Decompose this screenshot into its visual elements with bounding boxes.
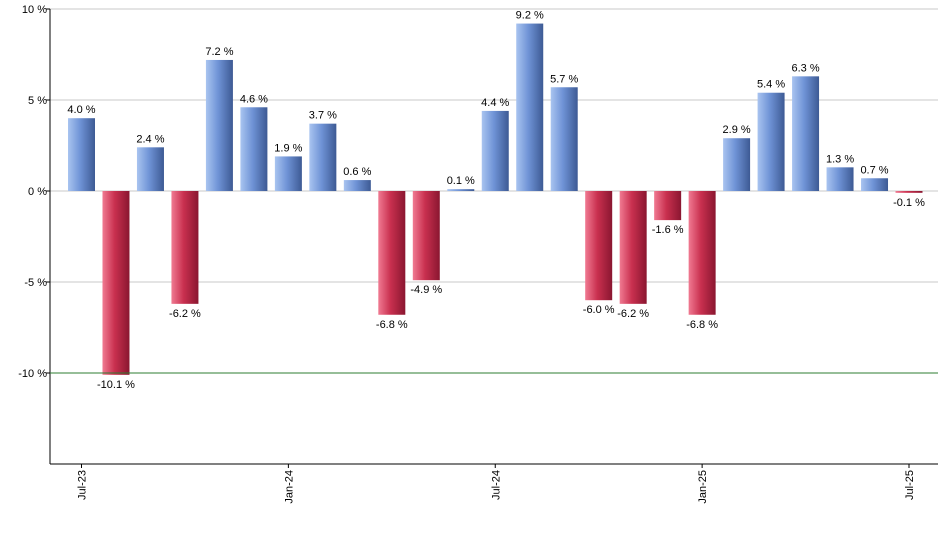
bar [136,147,164,191]
bar [412,191,440,281]
bar [205,59,233,192]
data-label: -10.1 % [97,379,135,391]
x-tick-label: Jul-23 [77,470,89,500]
data-label: -6.8 % [686,319,718,331]
data-label: 0.6 % [343,166,371,178]
bar [309,123,337,191]
bar [240,107,268,191]
data-label: -6.8 % [376,319,408,331]
bar [619,191,647,304]
x-axis: Jul-23 Jan-24 Jul-24 Jan-25 Jul-25 [49,9,938,504]
data-label: 4.6 % [240,93,268,105]
data-label: 0.7 % [860,164,888,176]
y-axis: 10 % 5 % 0 % -5 % -10 % [18,4,50,380]
bar [68,118,95,191]
data-label: -4.9 % [410,284,442,296]
bar [481,110,509,191]
bar [274,156,302,191]
data-label: -6.0 % [583,304,615,316]
bar [723,138,751,191]
data-label: 4.0 % [67,104,95,116]
x-tick-label: Jan-24 [283,470,295,504]
x-tick-label: Jan-25 [697,470,709,504]
data-label: 6.3 % [791,62,819,74]
x-tick-label: Jul-25 [904,470,916,500]
x-tick-label: Jul-24 [490,470,502,500]
data-label: 3.7 % [309,110,337,122]
data-label: -6.2 % [169,308,201,320]
data-label: 1.9 % [274,142,302,154]
data-label: 0.1 % [447,175,475,187]
bars [68,23,923,375]
bar [861,178,889,191]
bar [378,191,406,315]
y-tick-label: 0 % [28,186,47,198]
bar [826,167,854,191]
bar [550,87,578,191]
data-label: 7.2 % [205,46,233,58]
data-label: 4.4 % [481,97,509,109]
bar [895,191,923,193]
data-label: 1.3 % [826,153,854,165]
bar [654,191,682,221]
bar [516,23,544,192]
bar [343,180,371,191]
bar [171,191,199,304]
data-label: 2.9 % [723,124,751,136]
bar [585,191,613,301]
data-label: 9.2 % [516,10,544,22]
bar [792,76,820,191]
data-label: 2.4 % [136,133,164,145]
data-label: -1.6 % [652,224,684,236]
data-label: -6.2 % [617,308,649,320]
bar [102,191,130,375]
y-tick-label: -5 % [24,277,47,289]
data-labels: 4.0 % -10.1 % 2.4 % -6.2 % 7.2 % 4.6 % 1.9 % 3.… [67,10,925,391]
bar [757,92,785,191]
y-tick-label: 5 % [28,95,47,107]
data-label: 5.4 % [757,79,785,91]
bar [447,189,475,191]
y-tick-label: -10 % [18,368,47,380]
data-label: -0.1 % [893,197,925,209]
bar [688,191,716,315]
y-tick-label: 10 % [22,4,47,16]
data-label: 5.7 % [550,73,578,85]
